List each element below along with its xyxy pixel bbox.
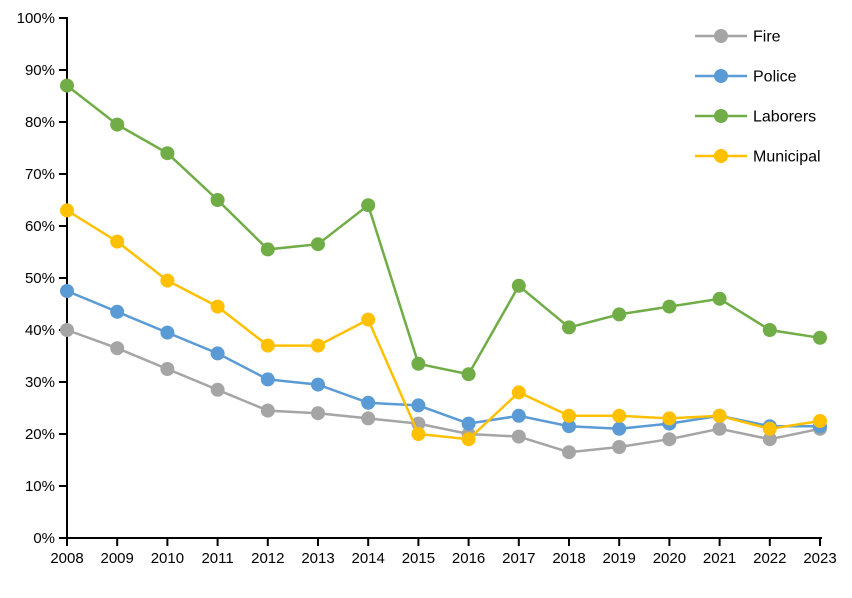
data-point-marker-fire <box>562 445 576 460</box>
data-point-marker-fire <box>160 362 175 376</box>
data-point-marker-laborers <box>411 356 426 371</box>
data-point-marker-police <box>60 284 74 298</box>
data-point-marker-police <box>361 395 376 410</box>
data-point-marker-fire <box>361 411 376 426</box>
x-axis-tick-label: 2009 <box>101 550 134 567</box>
y-axis-tick-label: 60% <box>25 218 55 235</box>
data-point-marker-laborers <box>60 78 74 93</box>
x-axis-tick-label: 2019 <box>603 550 636 567</box>
data-point-marker-municipal <box>260 338 275 353</box>
data-point-marker-police <box>461 416 476 431</box>
data-point-marker-municipal <box>562 408 576 423</box>
legend-label-municipal: Municipal <box>753 149 821 166</box>
data-point-marker-police <box>110 304 125 319</box>
data-point-marker-laborers <box>311 237 325 252</box>
data-point-marker-municipal <box>612 408 627 423</box>
data-point-marker-municipal <box>110 234 125 249</box>
data-point-marker-police <box>260 372 275 387</box>
data-point-marker-laborers <box>210 193 225 207</box>
data-point-marker-municipal <box>762 421 777 436</box>
y-axis-tick-label: 90% <box>25 62 55 79</box>
data-point-marker-fire <box>612 440 627 454</box>
data-point-marker-fire <box>110 341 125 356</box>
y-axis-tick-label: 80% <box>25 114 55 131</box>
y-axis-tick-label: 70% <box>25 166 55 183</box>
data-point-marker-municipal <box>511 385 526 400</box>
y-axis-tick-label: 30% <box>25 374 55 391</box>
data-point-marker-laborers <box>461 367 476 382</box>
data-point-marker-fire <box>511 429 526 444</box>
data-point-marker-laborers <box>662 299 677 314</box>
legend-marker-laborers <box>714 109 728 123</box>
x-axis-tick-label: 2018 <box>552 550 585 567</box>
data-point-marker-police <box>160 325 175 340</box>
legend-label-laborers: Laborers <box>753 109 816 126</box>
data-point-marker-police <box>612 421 627 436</box>
legend-label-police: Police <box>753 69 797 86</box>
legend-label-fire: Fire <box>753 29 781 46</box>
series-line-laborers <box>66 84 821 376</box>
y-axis-tick-label: 50% <box>25 270 55 287</box>
data-point-marker-police <box>311 377 325 392</box>
series-line-police <box>66 289 820 431</box>
data-point-marker-fire <box>662 432 677 447</box>
x-axis-tick-label: 2021 <box>703 550 736 567</box>
legend-marker-fire <box>714 29 728 43</box>
y-axis-tick-label: 20% <box>25 426 55 443</box>
data-point-marker-municipal <box>813 414 827 428</box>
data-point-marker-municipal <box>411 427 426 441</box>
legend-marker-police <box>714 69 728 83</box>
x-axis-tick-label: 2013 <box>301 550 334 567</box>
data-point-marker-municipal <box>461 432 476 447</box>
y-axis-tick-label: 40% <box>25 322 55 339</box>
data-point-marker-laborers <box>813 330 827 345</box>
y-axis-tick-label: 0% <box>33 530 55 547</box>
x-axis-tick-label: 2023 <box>803 550 836 567</box>
data-point-marker-fire <box>311 406 325 421</box>
y-axis-tick-label: 10% <box>25 478 55 495</box>
y-axis-tick-label: 100% <box>17 10 55 27</box>
data-point-marker-laborers <box>612 307 627 322</box>
data-point-marker-municipal <box>210 299 225 314</box>
x-axis-tick-label: 2014 <box>352 550 385 567</box>
data-point-marker-police <box>562 419 576 434</box>
x-axis-tick-label: 2020 <box>653 550 686 567</box>
x-axis-tick-label: 2022 <box>753 550 786 567</box>
data-point-marker-fire <box>60 323 74 337</box>
x-axis-tick-label: 2015 <box>402 550 435 567</box>
x-axis-tick-label: 2011 <box>201 550 233 567</box>
x-axis-tick-label: 2016 <box>452 550 485 567</box>
data-point-marker-laborers <box>110 117 125 132</box>
series-line-municipal <box>66 209 821 441</box>
data-point-marker-municipal <box>60 203 74 218</box>
data-point-marker-laborers <box>160 146 175 161</box>
data-point-marker-police <box>511 408 526 423</box>
data-point-marker-laborers <box>712 291 727 306</box>
data-point-marker-municipal <box>662 411 677 426</box>
x-axis-tick-label: 2008 <box>50 550 83 567</box>
x-axis-tick-label: 2012 <box>251 550 284 567</box>
data-point-marker-municipal <box>712 408 727 423</box>
data-point-marker-police <box>210 346 225 361</box>
data-point-marker-laborers <box>762 323 777 337</box>
data-point-marker-municipal <box>361 312 376 327</box>
x-axis-tick-label: 2010 <box>151 550 184 567</box>
x-axis-tick-label: 2017 <box>502 550 535 567</box>
data-point-marker-fire <box>210 382 225 397</box>
data-point-marker-fire <box>762 432 777 447</box>
data-point-marker-municipal <box>311 338 325 353</box>
data-point-marker-laborers <box>260 242 275 257</box>
data-point-marker-fire <box>712 421 727 436</box>
data-point-marker-fire <box>260 403 275 418</box>
data-point-marker-police <box>411 398 426 413</box>
data-point-marker-laborers <box>562 320 576 335</box>
series-line-fire <box>66 328 821 454</box>
data-point-marker-laborers <box>361 198 376 213</box>
data-point-marker-laborers <box>511 278 526 293</box>
legend-marker-municipal <box>714 149 728 163</box>
data-point-marker-municipal <box>160 273 175 288</box>
